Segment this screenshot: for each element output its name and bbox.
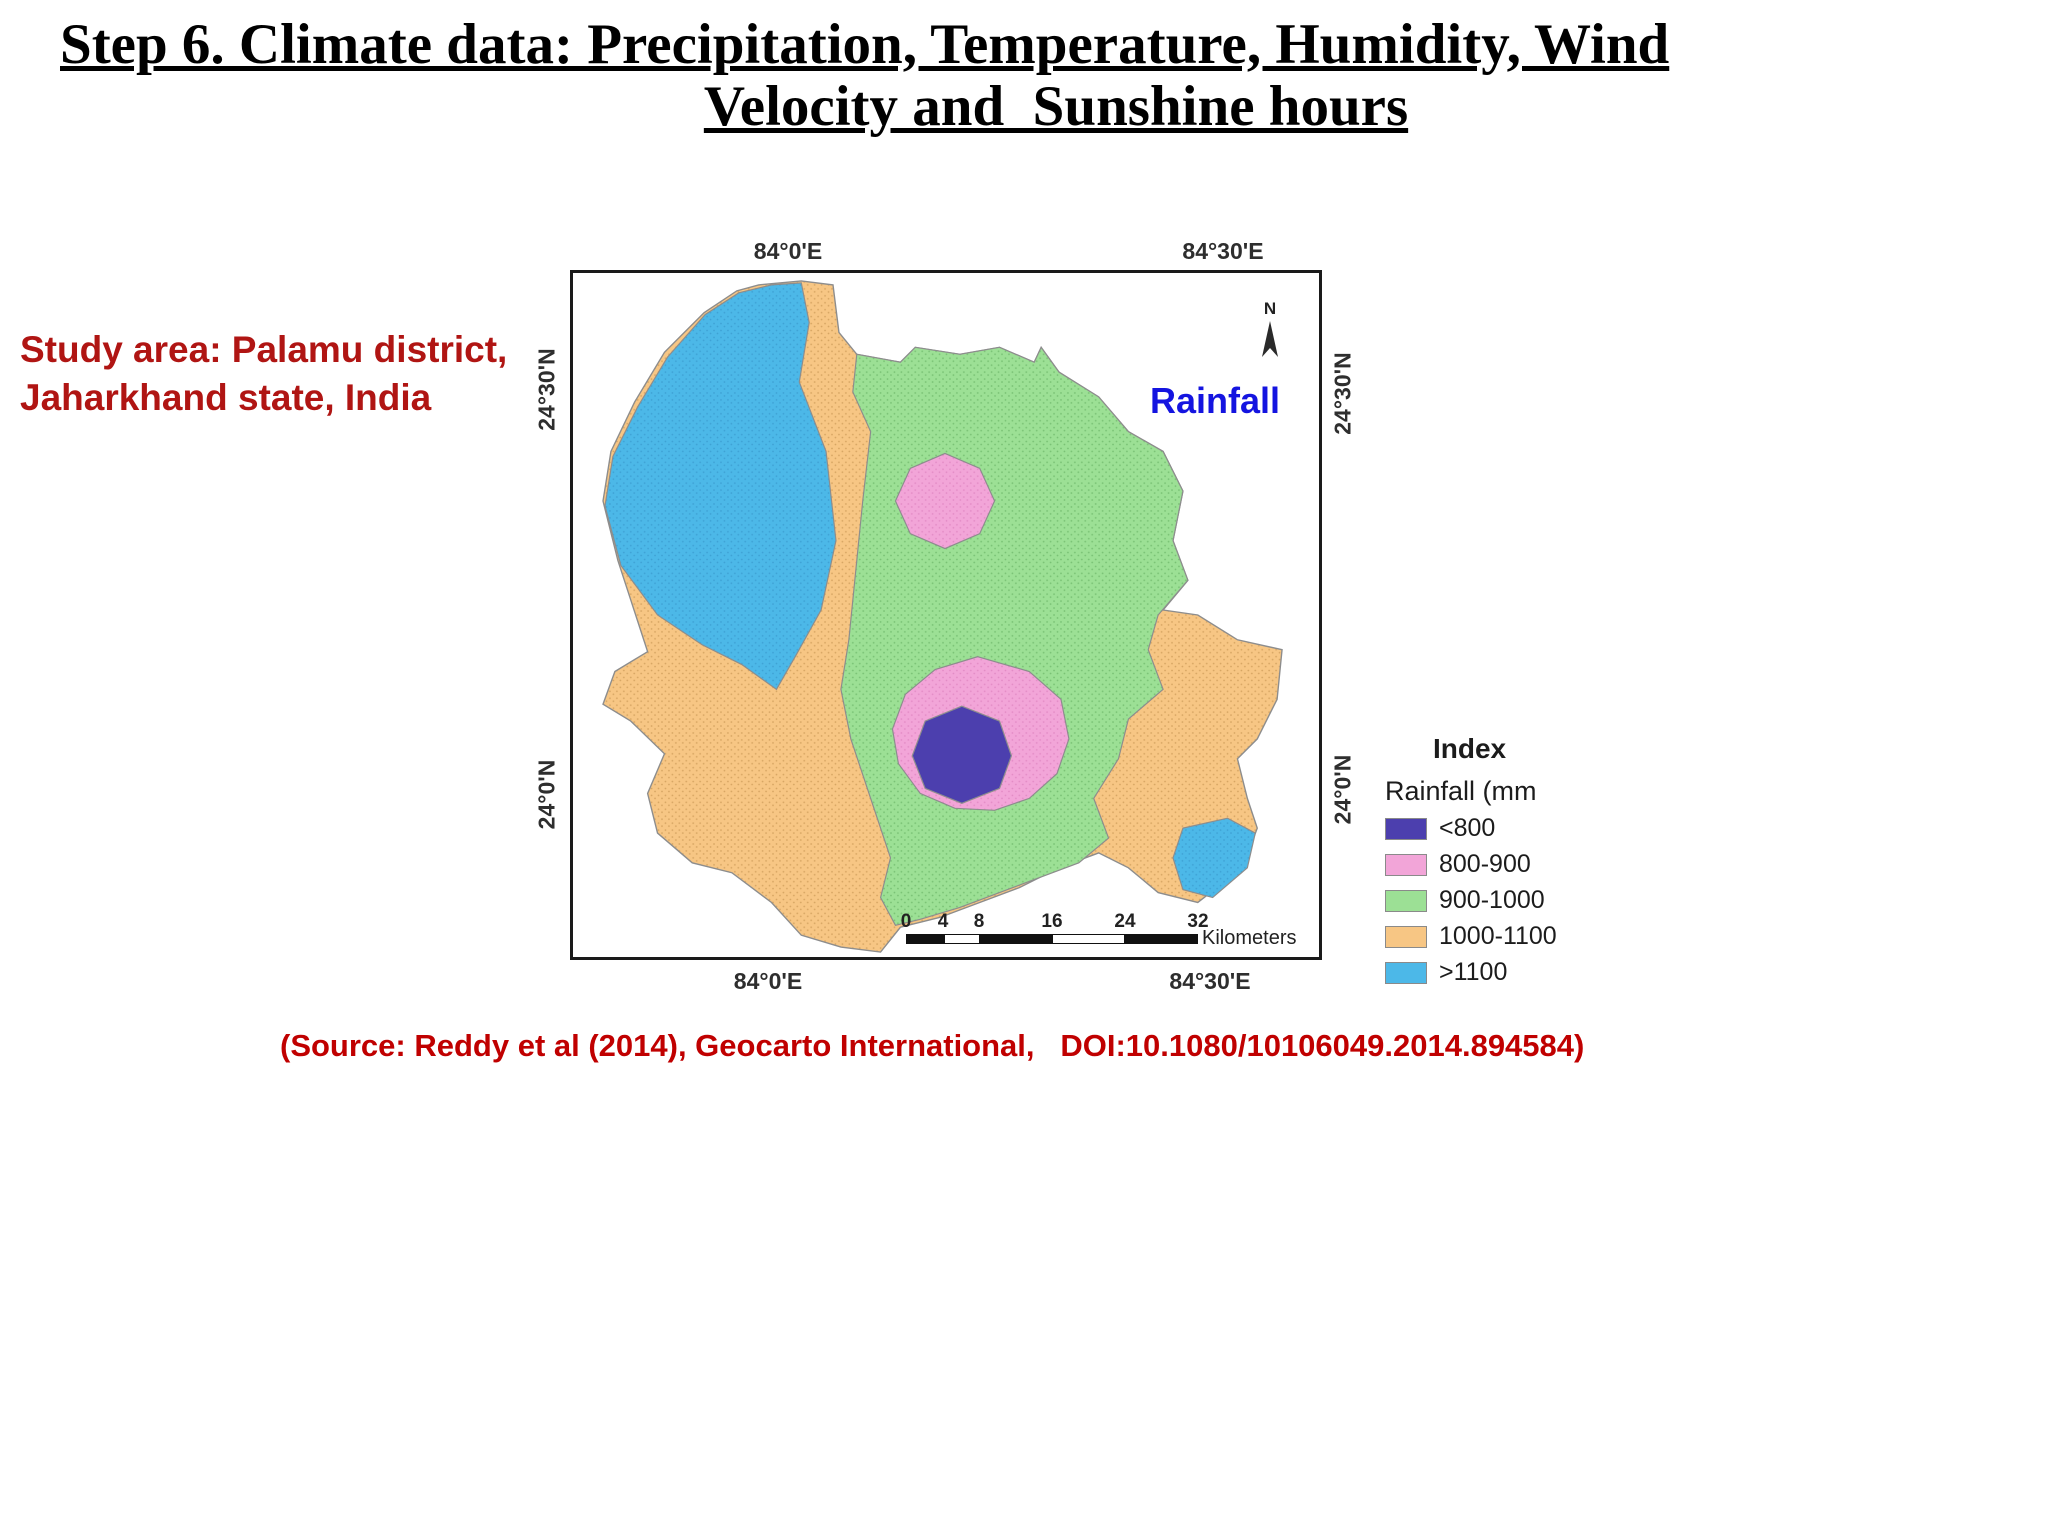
axis-label-top-left: 84°0'E [753,238,823,264]
region-rainfall-gt1100-southeast [1172,817,1256,899]
scale-tick-16: 16 [1041,911,1063,932]
study-area-line2: Jaharkhand state, India [20,377,432,419]
legend-swatch-lt800 [1385,817,1427,840]
slide-title-line1: Step 6. Climate data: Precipitation, Tem… [60,13,1670,76]
legend-label-lt800: <800 [1439,814,1496,842]
axis-label-left-bottom: 24°0'N [533,759,560,830]
axis-label-right-bottom: 24°0'N [1329,754,1356,825]
legend-item: >1100 [1385,958,1565,987]
scale-bar: 0 4 8 16 24 32 Kilometers [901,911,1326,955]
slide-title: Step 6. Climate data: Precipitation, Tem… [0,14,2048,137]
scale-tick-24: 24 [1114,911,1136,932]
legend-title: Index [1433,733,1507,764]
legend-label-1000-1100: 1000-1100 [1439,922,1557,950]
slide-title-line2: Velocity and Sunshine hours [703,74,1409,138]
north-letter: N [1264,299,1276,318]
axis-label-bottom-right: 84°30'E [1169,968,1251,994]
source-citation: (Source: Reddy et al (2014), Geocarto In… [280,1028,1585,1063]
region-rainfall-800-900-north [894,452,996,550]
legend-item: <800 [1385,814,1565,843]
scale-tick-0: 0 [900,911,912,932]
region-rainfall-lt800 [911,705,1013,804]
legend-label-800-900: 800-900 [1439,850,1531,878]
map-rainfall-label: Rainfall [1150,380,1281,421]
region-rainfall-gt1100-northwest [604,282,837,691]
legend-label-gt1100: >1100 [1439,958,1508,986]
axis-label-left-top: 24°30'N [533,348,560,431]
north-arrow-icon: N [1262,299,1278,357]
study-area-label: Study area: Palamu district, Jaharkhand … [20,326,507,422]
legend-item: 900-1000 [1385,886,1565,915]
map-frame: N 0 4 8 16 24 32 Kilometers [570,270,1322,960]
rainfall-choropleth-map [602,280,1283,953]
axis-label-top-right: 84°30'E [1182,238,1264,264]
legend-swatch-800-900 [1385,853,1427,876]
legend-subtitle: Rainfall (mm [1385,776,1537,806]
legend-swatch-900-1000 [1385,889,1427,912]
map-legend: Index Rainfall (mm <800 800-900 900-1000… [1385,733,1565,987]
scale-tick-8: 8 [973,911,985,932]
scale-tick-32: 32 [1187,911,1209,932]
legend-item: 1000-1100 [1385,922,1565,951]
scale-tick-4: 4 [937,911,949,932]
axis-label-right-top: 24°30'N [1329,352,1356,435]
scale-bar-segments [906,934,1198,944]
axis-label-bottom-left: 84°0'E [733,968,803,994]
legend-swatch-gt1100 [1385,961,1427,984]
legend-label-900-1000: 900-1000 [1439,886,1545,914]
legend-swatch-1000-1100 [1385,925,1427,948]
study-area-line1: Study area: Palamu district, [20,329,508,370]
legend-item: 800-900 [1385,850,1565,879]
scale-bar-unit: Kilometers [1202,927,1297,949]
